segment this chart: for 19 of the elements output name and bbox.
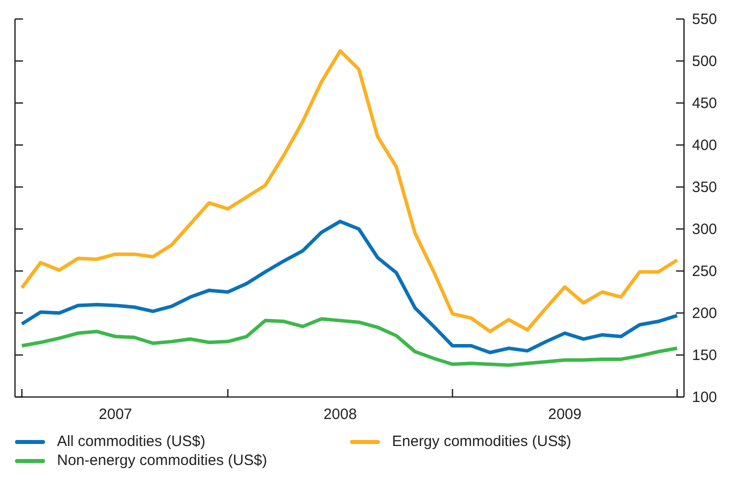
y-tick-label: 400: [692, 137, 718, 154]
x-tick-label: 2007: [98, 406, 132, 423]
y-tick-label: 550: [692, 11, 718, 28]
legend-label: All commodities (US$): [57, 433, 206, 450]
line-series: [20, 317, 679, 367]
y-tick-label: 300: [692, 221, 718, 238]
x-tick-label: 2008: [323, 406, 357, 423]
y-tick-label: 250: [692, 263, 718, 280]
y-tick-label: 150: [692, 347, 718, 364]
line-series: [20, 49, 679, 334]
x-tick-label: 2009: [548, 406, 582, 423]
y-tick-label: 450: [692, 95, 718, 112]
legend-label: Energy commodities (US$): [392, 433, 572, 450]
line-series: [20, 220, 679, 354]
y-tick-label: 500: [692, 53, 718, 70]
legend-label: Non-energy commodities (US$): [57, 452, 268, 469]
y-tick-label: 200: [692, 305, 718, 322]
y-tick-label: 350: [692, 179, 718, 196]
y-tick-label: 100: [692, 389, 718, 406]
